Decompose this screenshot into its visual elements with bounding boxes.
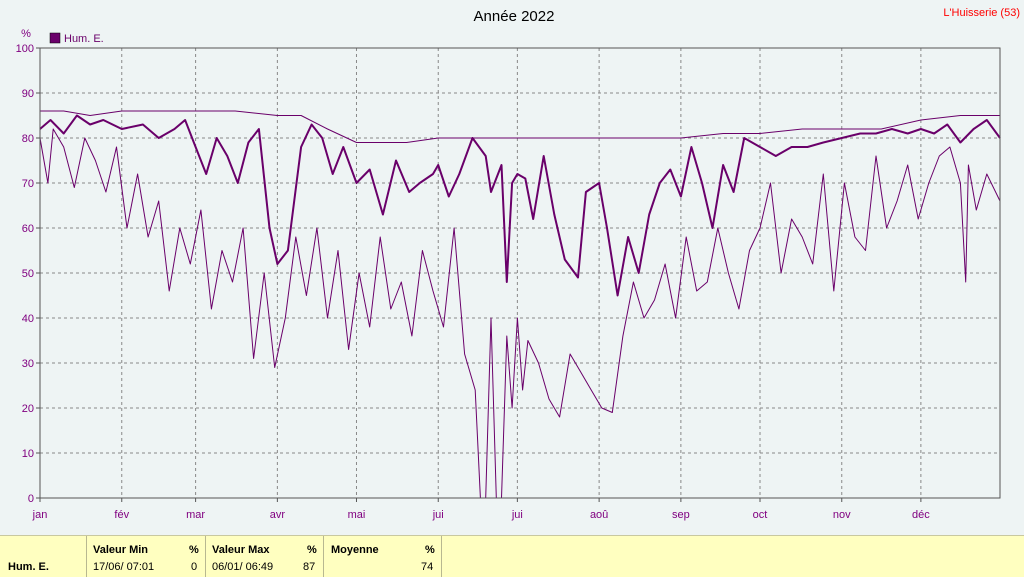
x-tick-label: nov — [833, 509, 851, 521]
stats-divider — [323, 536, 324, 577]
x-tick-label: fév — [114, 509, 129, 521]
x-tick-label: sep — [672, 509, 690, 521]
x-tick-label: aoû — [590, 509, 608, 521]
series-line-max — [40, 110, 1000, 143]
y-tick-label: 100 — [16, 43, 34, 55]
max-unit: % — [307, 544, 317, 556]
humidity-chart: Année 2022 L'Huisserie (53) % Hum. E. 0 1… — [16, 7, 1020, 521]
min-date: 17/06/ 07:01 — [93, 561, 155, 573]
y-tick-label: 60 — [22, 223, 34, 235]
legend-label: Hum. E. — [64, 33, 104, 45]
y-tick-label: 20 — [22, 403, 34, 415]
y-tick-label: 40 — [22, 313, 34, 325]
stats-table: Valeur Min % Valeur Max % Moyenne % Hum.… — [0, 535, 1024, 577]
stats-divider — [441, 536, 442, 577]
y-tick-label: 10 — [22, 448, 34, 460]
series-lines — [39, 110, 1001, 499]
avg-header: Moyenne — [331, 544, 379, 556]
max-date: 06/01/ 06:49 — [212, 561, 274, 573]
x-tick-label: avr — [270, 509, 286, 521]
series-line-mean — [39, 114, 1001, 297]
y-tick-label: 90 — [22, 88, 34, 100]
min-value: 0 — [191, 561, 198, 573]
y-axis-unit: % — [21, 28, 31, 40]
min-header: Valeur Min — [93, 544, 149, 556]
max-value: 87 — [303, 561, 316, 573]
y-tick-label: 50 — [22, 268, 34, 280]
axes: 0 10 20 30 40 50 60 70 80 90 100 jan fév mar avr mai jui… — [16, 43, 931, 521]
x-tick-label: déc — [912, 509, 930, 521]
y-tick-label: 30 — [22, 358, 34, 370]
station-name: L'Huisserie (53) — [943, 7, 1020, 19]
y-tick-label: 70 — [22, 178, 34, 190]
x-tick-label: jui — [432, 509, 444, 521]
avg-unit: % — [425, 544, 435, 556]
grid — [40, 48, 1000, 498]
x-tick-label: jan — [32, 509, 48, 521]
avg-value: 74 — [421, 561, 434, 573]
x-tick-label: jui — [511, 509, 523, 521]
x-tick-label: mar — [186, 509, 205, 521]
stats-divider — [86, 536, 87, 577]
stats-row-label: Hum. E. — [8, 561, 49, 573]
min-unit: % — [189, 544, 199, 556]
stats-divider — [205, 536, 206, 577]
series-line-min — [39, 128, 1001, 499]
chart-title: Année 2022 — [474, 8, 555, 25]
y-tick-label: 80 — [22, 133, 34, 145]
x-tick-label: oct — [753, 509, 768, 521]
y-tick-label: 0 — [28, 493, 34, 505]
x-tick-label: mai — [348, 509, 366, 521]
legend-swatch — [49, 32, 61, 44]
max-header: Valeur Max — [212, 544, 270, 556]
